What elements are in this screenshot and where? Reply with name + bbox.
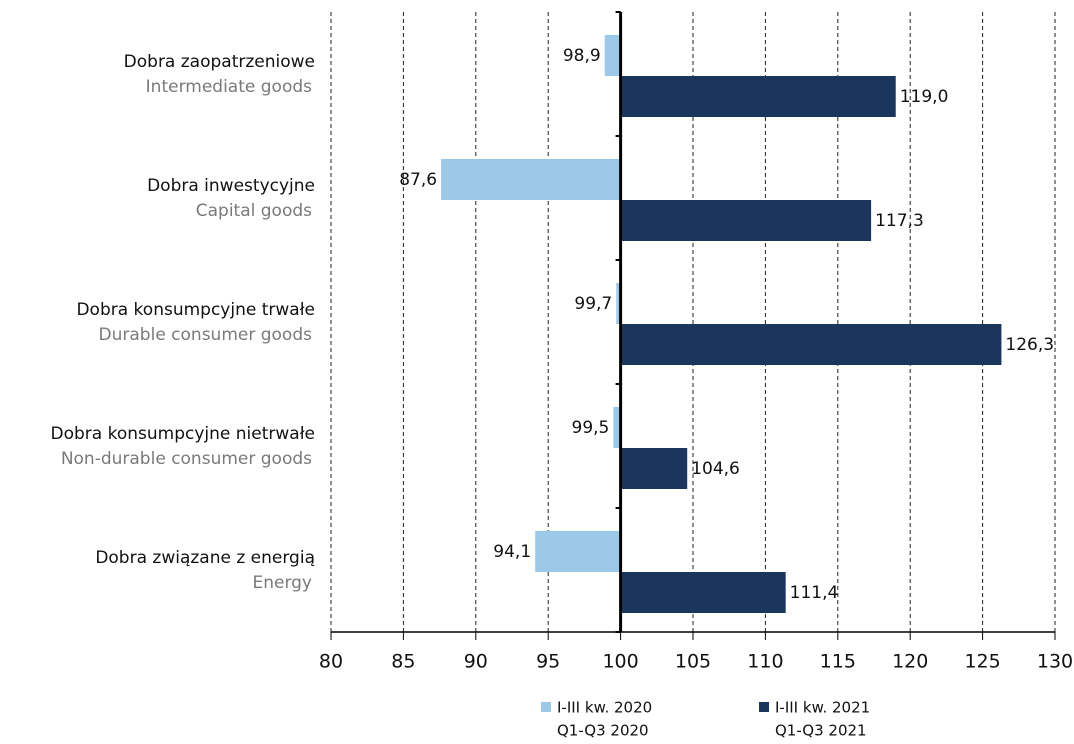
category-translation: Capital goods [196, 201, 312, 221]
bar [620, 76, 896, 117]
x-tick-label: 100 [602, 651, 638, 673]
legend-swatch [541, 702, 551, 712]
legend-label: I-III kw. 2021 [775, 699, 870, 717]
category-label: Dobra konsumpcyjne trwałe [76, 300, 315, 320]
bar [535, 531, 621, 572]
value-label: 126,3 [1005, 335, 1054, 355]
value-label: 98,9 [563, 46, 601, 66]
value-label: 117,3 [875, 211, 924, 231]
bar [620, 200, 872, 241]
bar [620, 572, 786, 613]
x-tick-label: 115 [820, 651, 856, 673]
bar [620, 448, 688, 489]
category-translation: Non-durable consumer goods [61, 449, 312, 469]
x-tick-label: 85 [391, 651, 415, 673]
category-translation: Intermediate goods [146, 77, 312, 97]
bar [604, 35, 621, 76]
value-label: 111,4 [790, 583, 839, 603]
value-label: 99,7 [574, 294, 612, 314]
category-translation: Energy [252, 573, 312, 593]
value-label: 94,1 [493, 542, 531, 562]
category-label: Dobra inwestycyjne [147, 176, 315, 196]
value-label: 87,6 [399, 170, 437, 190]
x-tick-label: 125 [964, 651, 1000, 673]
legend-label: I-III kw. 2020 [557, 699, 652, 717]
bar [613, 407, 621, 448]
x-tick-label: 90 [464, 651, 488, 673]
legend-translation: Q1-Q3 2021 [775, 722, 867, 740]
x-tick-label: 110 [747, 651, 783, 673]
x-tick-label: 130 [1037, 651, 1073, 673]
value-label: 119,0 [900, 87, 949, 107]
value-label: 99,5 [572, 418, 610, 438]
category-label: Dobra zaopatrzeniowe [124, 52, 315, 72]
legend-translation: Q1-Q3 2020 [557, 722, 649, 740]
x-tick-label: 80 [319, 651, 343, 673]
bar [616, 283, 621, 324]
category-label: Dobra konsumpcyjne nietrwałe [51, 424, 315, 444]
x-tick-label: 105 [675, 651, 711, 673]
x-tick-label: 95 [536, 651, 560, 673]
x-tick-label: 120 [892, 651, 928, 673]
bar [441, 159, 621, 200]
value-label: 104,6 [691, 459, 740, 479]
legend-swatch [759, 702, 769, 712]
bar [620, 324, 1002, 365]
category-label: Dobra związane z energią [95, 548, 315, 568]
category-translation: Durable consumer goods [99, 325, 313, 345]
